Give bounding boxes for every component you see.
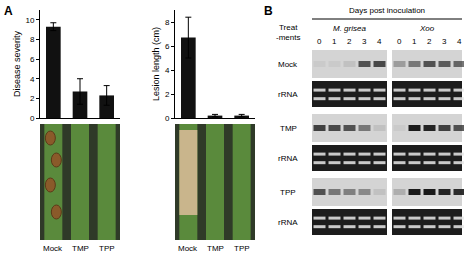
svg-text:0: 0 (317, 37, 322, 46)
svg-text:2: 2 (427, 37, 432, 46)
svg-text:Days post inoculation: Days post inoculation (349, 6, 425, 15)
svg-text:Disease severity: Disease severity (12, 30, 22, 97)
svg-text:M. grisea: M. grisea (333, 24, 366, 33)
svg-text:TPP: TPP (99, 244, 115, 253)
svg-text:TPP: TPP (234, 244, 250, 253)
svg-text:Xoo: Xoo (419, 24, 435, 33)
svg-text:3: 3 (442, 37, 447, 46)
svg-text:6: 6 (30, 55, 35, 64)
svg-text:Mock: Mock (43, 244, 63, 253)
svg-text:TMP: TMP (72, 244, 89, 253)
svg-text:2: 2 (165, 90, 170, 99)
svg-text:1: 1 (332, 37, 337, 46)
svg-text:4: 4 (457, 37, 462, 46)
svg-text:TMP: TMP (280, 124, 297, 133)
svg-text:TMP: TMP (207, 244, 224, 253)
svg-text:2: 2 (347, 37, 352, 46)
svg-text:4: 4 (30, 75, 35, 84)
svg-text:Treat-ments: Treat-ments (276, 23, 300, 42)
svg-text:Lesion length (cm): Lesion length (cm) (151, 27, 161, 101)
svg-text:10: 10 (25, 16, 34, 25)
svg-text:Mock: Mock (278, 60, 298, 69)
svg-text:8: 8 (165, 18, 170, 27)
svg-text:Mock: Mock (178, 244, 198, 253)
svg-text:0: 0 (30, 114, 35, 123)
svg-text:4: 4 (377, 37, 382, 46)
svg-text:B: B (264, 4, 273, 18)
svg-text:8: 8 (30, 35, 35, 44)
svg-text:TPP: TPP (280, 188, 296, 197)
svg-text:4: 4 (165, 66, 170, 75)
svg-text:rRNA: rRNA (278, 154, 298, 163)
svg-text:1: 1 (412, 37, 417, 46)
svg-text:0: 0 (165, 114, 170, 123)
svg-text:rRNA: rRNA (278, 90, 298, 99)
svg-text:0: 0 (397, 37, 402, 46)
svg-text:rRNA: rRNA (278, 218, 298, 227)
svg-text:3: 3 (362, 37, 367, 46)
svg-text:6: 6 (165, 42, 170, 51)
svg-text:A: A (4, 4, 13, 18)
svg-text:2: 2 (30, 94, 35, 103)
